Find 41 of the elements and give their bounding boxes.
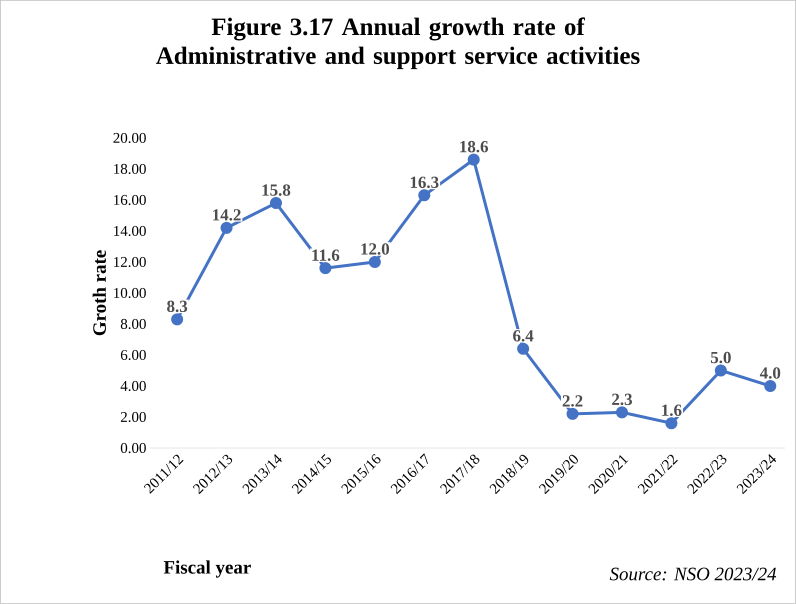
- point: [468, 154, 480, 166]
- point: [418, 189, 430, 202]
- point: [714, 364, 727, 377]
- data-label: 2.3: [612, 394, 632, 406]
- y-tick-label: 4.00: [120, 380, 146, 392]
- point: [764, 380, 776, 392]
- point: [319, 262, 332, 274]
- data-label: 16.3: [410, 176, 439, 188]
- y-tick-label: 12.00: [114, 256, 146, 268]
- y-tick-label: 2.00: [120, 412, 146, 422]
- point: [171, 313, 184, 326]
- point: [665, 417, 678, 430]
- point: [368, 256, 381, 268]
- y-tick-label: 14.00: [114, 226, 146, 236]
- data-label: 8.3: [167, 300, 188, 312]
- y-tick-label: 18.00: [114, 164, 146, 174]
- point: [566, 408, 579, 420]
- y-tick-label: 16.00: [114, 194, 146, 206]
- y-tick-label: 8.00: [120, 318, 146, 330]
- data-label: 11.6: [312, 250, 340, 261]
- data-label: 12.0: [361, 243, 390, 255]
- data-label: 2.2: [562, 395, 582, 407]
- chart-title: Figure 3.17 Annual growth rate of Administrative and support service activities: [156, 17, 640, 70]
- point: [616, 406, 628, 418]
- point: [517, 342, 530, 355]
- y-tick-label: 6.00: [120, 350, 146, 360]
- y-axis-title: Groth rate: [92, 250, 106, 336]
- y-tick-label: 0.00: [120, 442, 146, 454]
- x-axis-title: Fiscal year: [164, 560, 251, 578]
- data-label: 4.0: [760, 367, 780, 379]
- y-tick-label: 20.00: [113, 132, 146, 144]
- text: Source: NSO 2023/24: [610, 568, 776, 580]
- data-label: 15.8: [262, 184, 290, 196]
- point: [270, 197, 282, 210]
- point: [220, 222, 233, 234]
- data-label: 6.4: [513, 330, 534, 342]
- data-label: 5.0: [710, 352, 731, 364]
- y-tick-label: 10.00: [114, 288, 146, 298]
- data-label: 18.6: [460, 140, 488, 152]
- data-label: 14.2: [213, 209, 241, 221]
- data-label: 1.6: [662, 404, 682, 416]
